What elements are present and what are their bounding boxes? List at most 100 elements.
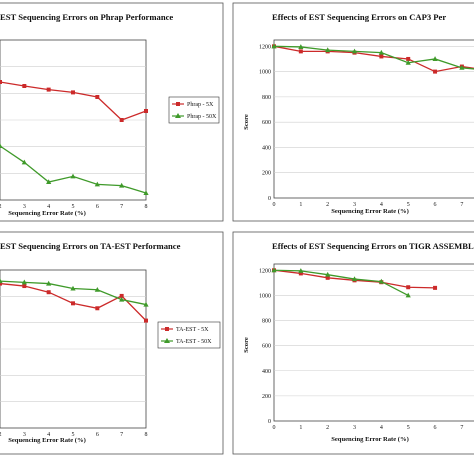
x-tick-label: 5	[407, 425, 410, 431]
data-point	[46, 179, 52, 184]
legend-box	[168, 96, 220, 124]
data-point	[0, 143, 3, 148]
legend-label-5x: TA-EST - 5X	[176, 327, 209, 333]
x-tick-label: 2	[326, 425, 329, 431]
data-point	[71, 90, 75, 95]
x-tick-label: 5	[407, 202, 410, 208]
x-tick-label: 3	[353, 425, 356, 431]
data-point	[0, 281, 2, 286]
series-line-green	[0, 280, 147, 306]
x-tick-label: 2	[0, 204, 2, 210]
data-point	[119, 293, 124, 298]
y-tick-label: 200	[262, 394, 271, 400]
data-point	[433, 285, 438, 290]
y-axis-label: Score	[243, 114, 250, 130]
data-point	[70, 285, 76, 291]
x-tick-label: 2	[326, 202, 329, 208]
data-point	[298, 271, 303, 276]
y-tick-label: 200	[262, 171, 271, 177]
x-tick-label: 0	[273, 425, 276, 431]
gridlines	[274, 269, 474, 397]
y-tick-label: 800	[262, 95, 271, 101]
chart-title: Effects of EST Sequencing Errors on TIGR…	[272, 241, 474, 251]
data-point	[71, 301, 75, 306]
x-tick-label: 3	[23, 432, 26, 438]
data-point	[351, 48, 358, 54]
x-tick-labels: 2 3 4 5 6 7 8	[0, 204, 148, 210]
data-point	[46, 290, 51, 295]
data-point	[378, 49, 384, 55]
gridlines	[274, 46, 474, 174]
chart-title: EST Sequencing Errors on Phrap Performan…	[0, 12, 173, 22]
series-line-red	[0, 81, 147, 121]
data-point	[22, 284, 27, 289]
data-point	[271, 43, 277, 49]
data-point	[351, 276, 358, 282]
x-tick-labels: 2 3 4 5 6 7 8	[0, 432, 148, 438]
x-tick-label: 6	[96, 204, 99, 210]
data-point	[22, 84, 27, 88]
y-tick-label: 0	[268, 419, 271, 425]
x-tick-label: 7	[120, 204, 123, 210]
legend-label-5x: Phrap - 5X	[187, 102, 214, 108]
x-tick-label: 3	[353, 202, 356, 208]
y-tick-label: 1000	[259, 70, 271, 76]
y-tick-labels: 0 200 400 600 800 1000 1200	[259, 44, 271, 202]
x-tick-label: 8	[145, 204, 148, 210]
data-point	[119, 296, 125, 302]
data-point	[405, 292, 411, 298]
x-axis-label: Sequencing Error Rate (%)	[331, 208, 409, 215]
data-point	[325, 275, 330, 280]
data-point	[119, 182, 125, 188]
data-point	[70, 173, 76, 179]
y-tick-label: 1000	[259, 293, 271, 299]
data-point	[144, 109, 148, 113]
legend-box	[157, 321, 221, 349]
series-line-green	[273, 269, 409, 296]
y-tick-label: 800	[262, 319, 271, 325]
x-tick-label: 3	[23, 204, 26, 210]
x-tick-label: 0	[273, 202, 276, 208]
y-axis-label: Score	[243, 337, 250, 353]
data-point	[95, 306, 100, 311]
series-line-green	[0, 145, 147, 194]
series-group	[0, 278, 149, 323]
legend-marker-5x	[176, 102, 180, 106]
series-group	[0, 80, 149, 195]
series-group	[271, 267, 438, 298]
legend-label-50x: TA-EST - 50X	[176, 339, 212, 345]
legend-marker-50x	[164, 338, 170, 343]
data-point	[379, 54, 384, 59]
plot-area	[273, 263, 474, 422]
data-point	[271, 267, 277, 273]
chart-title: Effects of EST Sequencing Errors on CAP3…	[272, 12, 446, 22]
data-point	[298, 44, 304, 49]
data-point	[94, 286, 100, 292]
x-tick-label: 6	[434, 425, 437, 431]
data-point	[298, 268, 304, 273]
data-point	[46, 280, 52, 286]
data-point	[325, 271, 331, 277]
x-tick-label: 7	[460, 425, 463, 431]
panel-tigr: Effects of EST Sequencing Errors on TIGR…	[232, 231, 474, 455]
x-tick-label: 4	[380, 202, 383, 208]
panel-frame	[232, 2, 474, 222]
legend: TA-EST - 5X TA-EST - 50X	[157, 321, 221, 349]
data-point	[298, 49, 303, 54]
legend-marker-50x	[175, 113, 181, 118]
data-point	[95, 95, 100, 99]
y-tick-label: 400	[262, 369, 271, 375]
x-tick-label: 6	[434, 202, 437, 208]
legend: Phrap - 5X Phrap - 50X	[168, 96, 220, 124]
data-point	[21, 159, 27, 165]
x-tick-label: 2	[0, 432, 2, 438]
gridlines	[0, 296, 146, 402]
legend-label-50x: Phrap - 50X	[187, 114, 217, 120]
y-tick-label: 1200	[259, 268, 271, 274]
panel-phrap: EST Sequencing Errors on Phrap Performan…	[0, 2, 224, 222]
data-point	[432, 56, 438, 61]
x-tick-labels: 0 1 2 3 4 5 6 7	[273, 202, 464, 208]
y-tick-label: 600	[262, 120, 271, 126]
x-tick-label: 4	[380, 425, 383, 431]
